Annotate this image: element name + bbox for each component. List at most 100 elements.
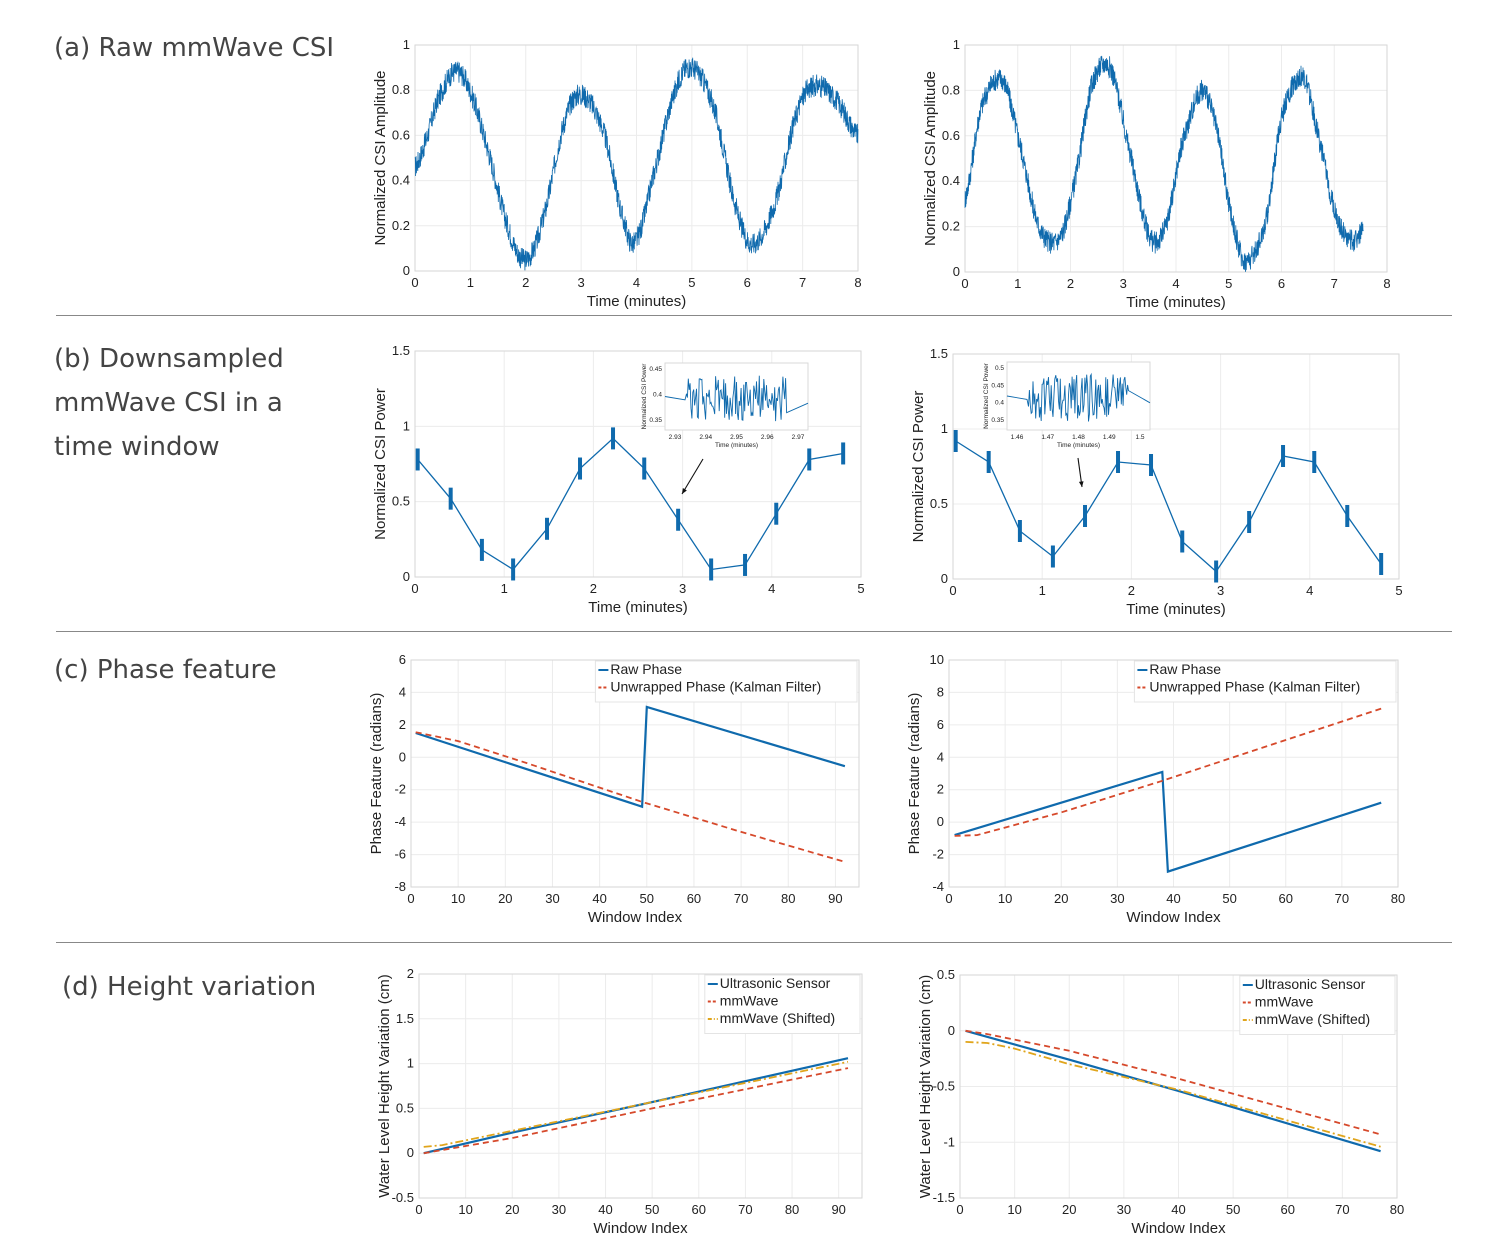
x-tick-label: 3: [1217, 583, 1224, 598]
y-tick-label: 4: [937, 749, 944, 764]
y-tick-label: -0.5: [933, 1079, 955, 1094]
inset-x-tick-label: 1.49: [1103, 434, 1116, 441]
x-tick-label: 6: [1278, 276, 1285, 291]
legend-entry: Ultrasonic Sensor: [1255, 976, 1366, 992]
x-tick-label: 3: [578, 275, 585, 290]
y-tick-label: 0.6: [392, 127, 410, 142]
inset-x-tick-label: 2.96: [761, 434, 774, 441]
burst-marker: [479, 538, 484, 561]
burst-marker: [448, 487, 453, 510]
y-axis-label: Normalized CSI Power: [910, 391, 927, 543]
x-tick-label: 20: [498, 891, 512, 906]
x-tick-label: 4: [1172, 276, 1179, 291]
row-separator: [56, 315, 1452, 316]
y-tick-label: 1.5: [396, 1011, 414, 1026]
chart-c-left: 0 10 20 30 40 50 60 70 80 90 -8 -6 -4 -2 0 2 4 6 Window In…: [368, 652, 860, 926]
x-tick-label: 30: [1117, 1202, 1131, 1217]
row-label-a: (a) Raw mmWave CSI: [54, 33, 335, 63]
x-tick-label: 80: [781, 891, 795, 906]
inset-y-axis-label: Normalized CSI Power: [983, 362, 990, 429]
series-line: [414, 57, 859, 271]
x-tick-label: 2: [1128, 583, 1135, 598]
x-tick-label: 1: [1014, 276, 1021, 291]
x-tick-label: 60: [1279, 891, 1293, 906]
burst-marker: [709, 558, 714, 581]
x-tick-label: 0: [407, 891, 414, 906]
y-axis-label: Water Level Height Variation (cm): [376, 974, 393, 1197]
inset-y-tick-label: 0.45: [991, 382, 1004, 389]
inset-x-tick-label: 1.48: [1072, 434, 1085, 441]
inset-series-line: [1006, 372, 1151, 422]
burst-marker: [415, 448, 420, 471]
burst-marker: [578, 457, 583, 480]
burst-marker: [1214, 560, 1219, 583]
y-tick-label: 0.5: [937, 967, 955, 982]
row-separator: [56, 631, 1452, 632]
chart-a-left: 0 1 2 3 4 5 6 7 8 0 0.2 0.4 0.6 0.8 1 Time (minutes) Nor…: [372, 37, 862, 310]
chart-b-left: 0 1 2 3 4 5 0 0.5 1 1.5 Time (minutes) Normalized C…: [372, 343, 865, 616]
y-tick-label: 0.5: [396, 1100, 414, 1115]
inset-chart: 1.46 1.47 1.48 1.49 1.5 0.35 0.4 0.45 0.5 Time (m…: [983, 361, 1151, 449]
x-axis-label: Time (minutes): [1126, 294, 1225, 311]
inset-y-tick-label: 0.45: [649, 366, 662, 373]
y-tick-label: 0.5: [392, 494, 410, 509]
x-tick-label: 0: [949, 583, 956, 598]
x-tick-label: 80: [1391, 891, 1405, 906]
series-line: [954, 770, 1382, 874]
x-tick-label: 4: [768, 581, 775, 596]
burst-marker: [545, 517, 550, 540]
row-label-b: (b) Downsampled mmWave CSI in a time win…: [54, 344, 284, 462]
y-tick-label: -4: [394, 814, 406, 829]
x-tick-label: 40: [1171, 1202, 1185, 1217]
burst-marker: [986, 451, 991, 473]
x-tick-label: 4: [1306, 583, 1313, 598]
chart-d-right: 0 10 20 30 40 50 60 70 80 -1.5 -1 -0.5 0 0.5 Window In…: [917, 967, 1404, 1237]
x-axis-label: Window Index: [1131, 1220, 1226, 1237]
series-line: [423, 1060, 849, 1148]
legend-entry: mmWave (Shifted): [720, 1010, 835, 1026]
inset-series-line: [664, 375, 809, 422]
series-line: [965, 1041, 1381, 1148]
y-tick-label: 0: [403, 263, 410, 278]
burst-marker: [1379, 553, 1384, 575]
x-tick-label: 3: [679, 581, 686, 596]
x-tick-label: 60: [1281, 1202, 1295, 1217]
x-tick-label: 80: [1390, 1202, 1404, 1217]
inset-y-axis-label: Normalized CSI Power: [641, 363, 648, 430]
y-tick-label: 0.8: [392, 82, 410, 97]
x-tick-label: 20: [505, 1202, 519, 1217]
x-tick-label: 7: [1331, 276, 1338, 291]
y-tick-label: 0.6: [942, 128, 960, 143]
y-tick-label: 6: [937, 717, 944, 732]
x-tick-label: 5: [1225, 276, 1232, 291]
legend-entry: Raw Phase: [1149, 661, 1221, 677]
burst-marker: [807, 448, 812, 471]
x-axis-label: Time (minutes): [1126, 601, 1225, 618]
plot-frame: [964, 44, 1388, 273]
x-tick-label: 1: [467, 275, 474, 290]
inset-y-tick-label: 0.35: [649, 417, 662, 424]
inset-x-axis-label: Time (minutes): [1057, 442, 1100, 449]
x-tick-label: 5: [688, 275, 695, 290]
inset-x-tick-label: 1.46: [1011, 434, 1024, 441]
legend-entry: mmWave (Shifted): [1255, 1011, 1370, 1027]
y-tick-label: -1.5: [933, 1190, 955, 1205]
x-tick-label: 20: [1062, 1202, 1076, 1217]
burst-marker: [1083, 505, 1088, 527]
chart-b-right: 0 1 2 3 4 5 0 0.5 1 1.5 Time (minutes) Normalized C…: [910, 346, 1403, 618]
burst-marker: [511, 558, 516, 581]
inset-x-axis-label: Time (minutes): [715, 442, 758, 449]
x-tick-label: 6: [744, 275, 751, 290]
y-tick-label: 0.8: [942, 82, 960, 97]
inset-y-tick-label: 0.5: [995, 365, 1004, 372]
y-tick-label: -2: [394, 782, 406, 797]
x-tick-label: 1: [1039, 583, 1046, 598]
burst-marker: [1050, 545, 1055, 568]
burst-marker: [774, 502, 779, 525]
x-tick-label: 70: [1335, 1202, 1349, 1217]
x-tick-label: 5: [857, 581, 864, 596]
y-tick-label: 4: [399, 684, 406, 699]
legend-entry: mmWave: [1255, 994, 1314, 1010]
